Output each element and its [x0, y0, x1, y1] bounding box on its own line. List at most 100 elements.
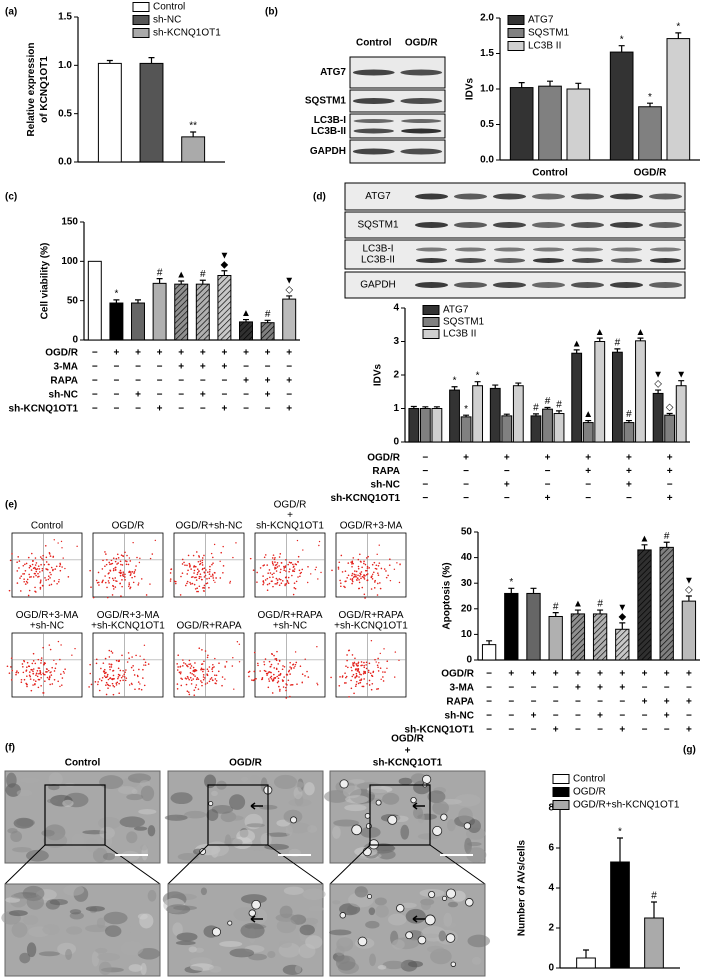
flow-event	[143, 658, 145, 661]
flow-event	[184, 584, 187, 587]
error-bar	[678, 380, 685, 386]
flow-event	[195, 669, 198, 672]
flow-event	[297, 555, 300, 558]
flow-event	[16, 670, 18, 672]
flow-event	[347, 574, 350, 577]
flow-event	[114, 560, 117, 563]
flow-event	[298, 569, 301, 572]
error-bar	[515, 382, 522, 386]
flow-event	[176, 683, 179, 685]
autophagic-vacuole	[422, 774, 432, 784]
micrograph-title: sh-KCNQ1OT1	[373, 758, 443, 769]
flow-event	[276, 566, 279, 568]
flow-event	[355, 680, 358, 683]
flow-event	[263, 556, 266, 559]
bar-hatch	[571, 613, 585, 660]
flow-event	[272, 564, 275, 566]
bar	[460, 416, 472, 443]
flow-event	[301, 568, 304, 571]
condition-sign: −	[504, 466, 510, 477]
bar	[664, 414, 676, 443]
significance-mark: #	[545, 396, 551, 407]
flow-event	[71, 654, 73, 656]
flow-event	[371, 675, 374, 678]
flow-event	[362, 685, 365, 688]
flow-event	[57, 680, 59, 683]
flow-event	[41, 557, 43, 560]
micrograph-texture	[6, 772, 17, 788]
flow-event	[180, 671, 182, 673]
condition-sign: −	[178, 404, 184, 415]
blot-band	[492, 282, 527, 288]
flow-event	[353, 692, 355, 695]
flow-event	[252, 569, 255, 571]
flow-event	[291, 683, 294, 686]
autophagic-vacuole	[351, 824, 363, 836]
significance-mark: ◇	[666, 402, 674, 413]
flow-event	[285, 570, 287, 572]
condition-sign: +	[200, 362, 206, 373]
flow-event	[376, 582, 379, 585]
legend-label: ATG7	[443, 305, 469, 316]
flow-event	[292, 563, 294, 566]
condition-sign: −	[531, 725, 537, 736]
flow-event	[294, 587, 297, 590]
flow-event	[61, 547, 63, 549]
flow-event	[201, 684, 203, 687]
flow-event	[214, 678, 217, 680]
flow-event	[143, 644, 146, 646]
micrograph-texture	[43, 832, 68, 848]
flow-event	[195, 678, 198, 681]
autophagic-vacuole	[248, 909, 256, 917]
flow-event	[256, 571, 258, 574]
micrograph-texture	[206, 809, 219, 821]
flow-event	[293, 667, 295, 669]
flow-event	[318, 544, 320, 547]
micrograph-texture	[260, 832, 272, 847]
flow-event	[278, 556, 281, 558]
flow-event	[235, 542, 237, 544]
flow-event	[219, 577, 222, 579]
flow-event	[108, 577, 111, 579]
y-tick-label: 4	[548, 883, 554, 894]
micrograph-texture	[329, 929, 352, 936]
flow-event	[283, 565, 285, 568]
flow-event	[129, 587, 131, 590]
condition-sign: +	[504, 453, 510, 464]
flow-event	[222, 565, 225, 567]
y-tick-label: 1.5	[58, 12, 72, 23]
flow-event	[67, 576, 70, 578]
flow-event	[26, 581, 29, 584]
flow-event	[203, 660, 205, 663]
flow-event	[354, 657, 356, 660]
micrograph-texture	[388, 913, 407, 926]
blot-row-label: LC3B-I	[362, 244, 393, 255]
bar	[181, 136, 206, 163]
micrograph-texture	[104, 835, 113, 847]
flow-event	[128, 657, 131, 660]
flow-event	[106, 596, 109, 599]
flow-event	[350, 687, 353, 690]
flow-event	[116, 563, 118, 565]
flow-event	[191, 672, 193, 675]
condition-sign: +	[642, 669, 648, 680]
flow-event	[271, 561, 274, 563]
error-bar	[647, 102, 653, 107]
legend-swatch	[422, 317, 440, 327]
flow-event	[29, 678, 32, 680]
micrograph-texture	[241, 776, 249, 782]
flow-event	[359, 553, 361, 556]
flow-event	[357, 682, 360, 685]
bar	[109, 302, 124, 341]
flow-event	[276, 581, 279, 584]
error-bar	[573, 349, 580, 354]
micrograph-texture	[447, 901, 459, 908]
flow-event	[40, 563, 42, 566]
flow-event	[119, 569, 122, 572]
flow-event	[192, 674, 195, 676]
flow-event	[25, 682, 27, 685]
flow-event	[117, 562, 119, 564]
autophagic-vacuole	[428, 890, 436, 899]
flow-event	[45, 671, 48, 673]
flow-event	[357, 661, 360, 664]
